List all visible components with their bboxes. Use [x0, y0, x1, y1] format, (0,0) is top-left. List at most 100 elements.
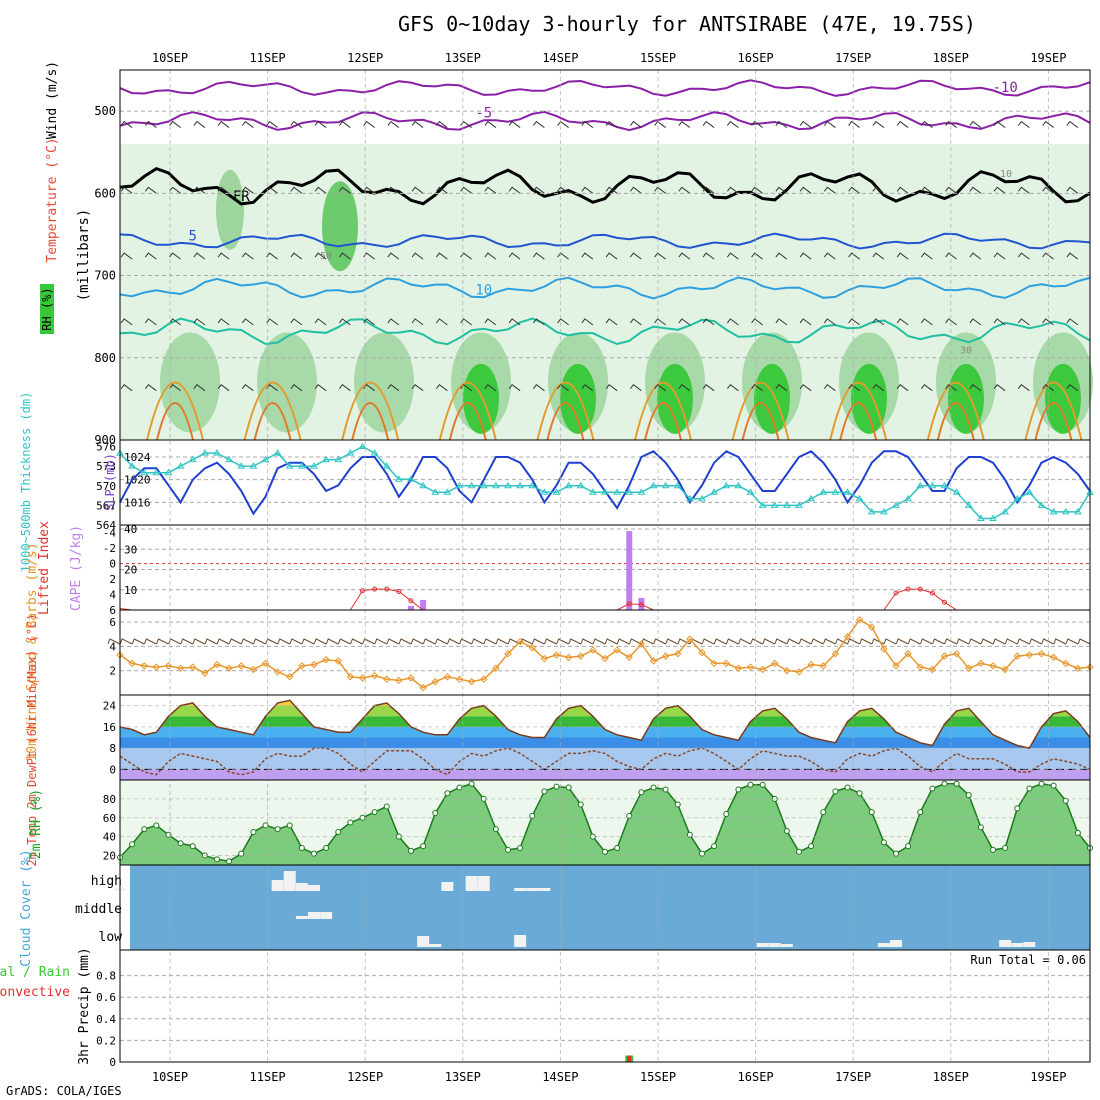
rh-point — [880, 839, 887, 846]
wind-barb — [1041, 638, 1054, 645]
cloud-level-label: middle — [75, 902, 122, 917]
wind-barb — [290, 186, 303, 194]
rh-tick-label: 80 — [103, 793, 116, 806]
wind-barb — [726, 318, 739, 326]
wind-barb — [872, 318, 885, 326]
temperature-15-contour — [829, 381, 888, 441]
rh-point — [723, 811, 730, 817]
wind-barb — [848, 120, 860, 128]
wind-speed-point — [152, 663, 161, 671]
wind-speed-point — [892, 662, 900, 670]
lifted-index-point — [384, 586, 390, 592]
wind-barb — [1042, 186, 1054, 194]
wind-barb — [532, 383, 545, 392]
wind-barb — [896, 318, 909, 326]
wind-speed-point — [273, 668, 282, 676]
bottom-date-label: 15SEP — [640, 1070, 676, 1084]
rh-point — [917, 809, 924, 816]
thickness-point — [661, 481, 670, 489]
wind-barb — [253, 638, 266, 645]
rh-point — [553, 783, 560, 790]
wind-barb — [895, 638, 909, 645]
rh-point — [323, 845, 330, 851]
thickness-point — [698, 494, 706, 502]
thickness-point — [746, 488, 755, 495]
wind-barb — [169, 186, 181, 194]
wind-barb — [992, 638, 1006, 645]
thickness-point — [770, 501, 779, 508]
wind-barb — [848, 252, 860, 260]
thickness-point — [455, 481, 464, 489]
cloud-bar — [308, 912, 320, 919]
rh-80-shading — [948, 363, 984, 434]
wind-barb — [945, 186, 957, 194]
thickness-point — [322, 455, 331, 463]
wind-speed-point — [686, 635, 694, 643]
wind-barb — [180, 638, 193, 645]
wind-barb — [993, 318, 1006, 326]
wind-speed-point — [201, 669, 209, 677]
wind-barb — [241, 252, 254, 260]
thickness-point — [807, 494, 816, 502]
wind-barb — [374, 638, 387, 645]
wind-barb — [338, 318, 351, 326]
thickness-point — [843, 488, 852, 495]
wind-barb — [871, 638, 885, 645]
wind-barb — [799, 186, 812, 194]
rh-point — [432, 810, 439, 817]
wind-barb — [107, 638, 121, 645]
wind-barb — [859, 638, 872, 645]
rh-point — [505, 846, 511, 853]
wind-barb — [775, 383, 788, 392]
wind-speed-point — [1062, 659, 1070, 668]
wind-speed-point — [334, 657, 342, 665]
wind-barb — [774, 638, 788, 645]
temperature-20-contour — [644, 402, 682, 441]
wind-barb — [120, 318, 133, 326]
rh-point — [735, 786, 742, 793]
thickness-point — [297, 462, 306, 469]
rh-panel-axis-label: 2m RH (%) — [29, 789, 44, 859]
rh-point — [189, 843, 196, 850]
wind-barb — [483, 638, 497, 645]
wind-barb — [751, 252, 763, 260]
thickness-point — [152, 468, 161, 476]
lifted-index-point — [905, 586, 911, 592]
rh-point — [990, 846, 996, 853]
top-date-label: 13SEP — [445, 51, 481, 65]
thickness-point — [952, 488, 961, 495]
wind-barb — [144, 383, 157, 392]
wind-barb — [301, 638, 315, 645]
rh-point — [905, 843, 912, 850]
wind-speed-point — [758, 665, 767, 674]
wind-barb — [980, 638, 994, 645]
wind-barb — [434, 638, 448, 645]
lifted-index-tick-label: 2 — [109, 573, 116, 586]
wind-speed-point — [710, 659, 718, 668]
wind-barb — [411, 383, 424, 392]
wind-barb — [592, 638, 606, 645]
wind-barb — [605, 318, 618, 326]
cape-bar — [638, 597, 645, 610]
wind-barb — [531, 638, 545, 645]
wind-barb — [920, 252, 933, 260]
thickness-point — [1073, 507, 1082, 515]
wind-barb — [762, 638, 775, 645]
wind-barb — [799, 318, 812, 326]
rh-point — [759, 781, 766, 788]
wind-barb — [314, 252, 327, 260]
wind-barb — [435, 252, 448, 260]
bottom-date-label: 17SEP — [835, 1070, 871, 1084]
wind-barb — [241, 383, 254, 392]
rh-point — [286, 822, 293, 829]
cloud-bar — [1011, 943, 1024, 947]
wind-barb — [872, 120, 885, 128]
temperature-tick-label: 8 — [109, 742, 116, 755]
wind-speed-point — [855, 616, 864, 624]
thickness-point — [358, 442, 367, 450]
thickness-point — [637, 488, 646, 495]
wind-barb — [532, 120, 545, 128]
wind-barb — [398, 638, 412, 645]
rh-point — [638, 789, 645, 796]
